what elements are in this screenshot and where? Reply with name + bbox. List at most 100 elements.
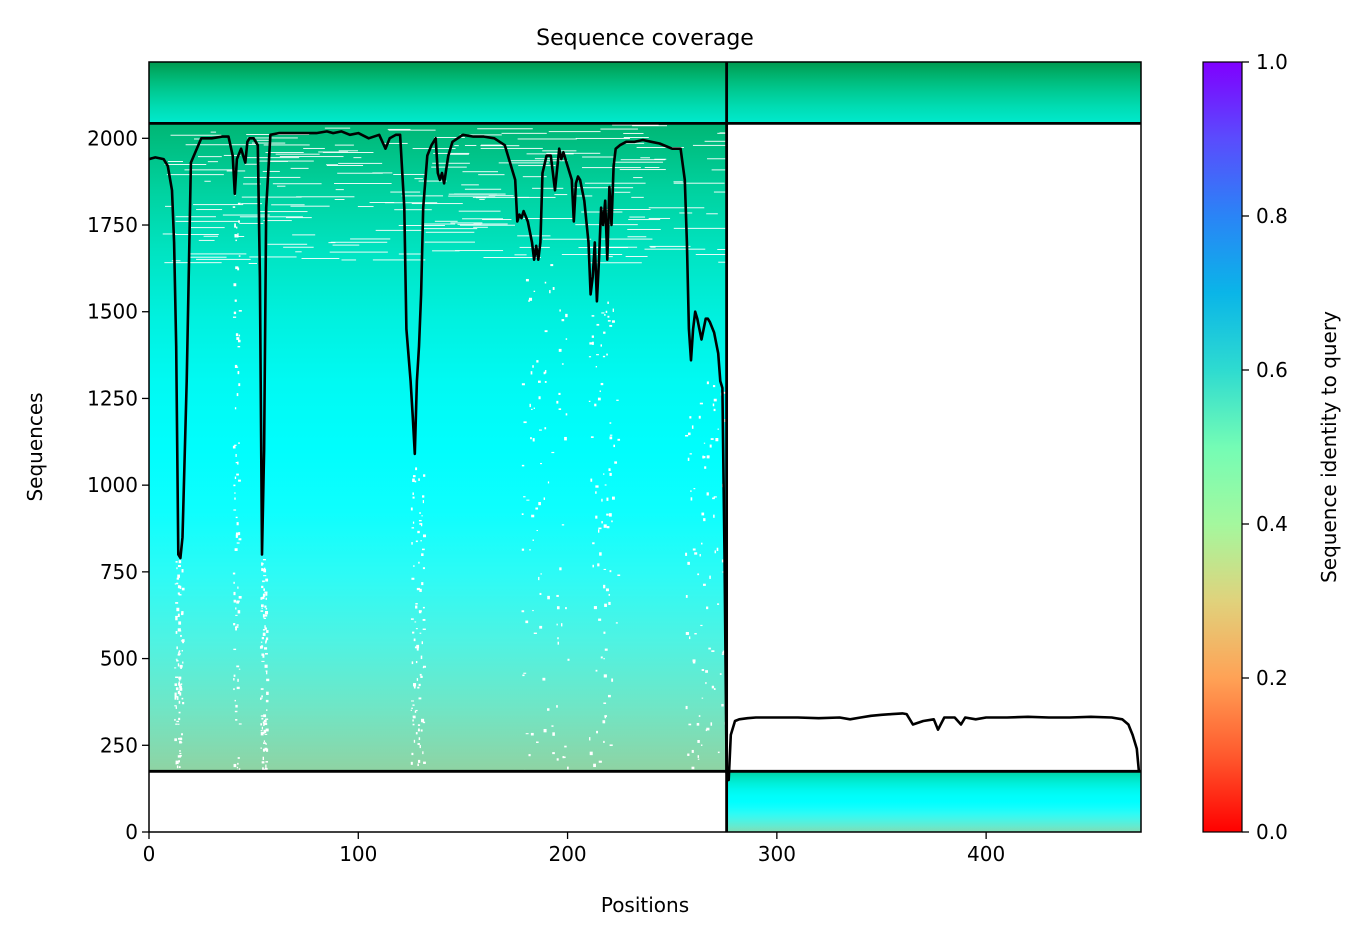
gap-stripe bbox=[609, 436, 613, 440]
heatmap-layer bbox=[149, 62, 1141, 832]
gap-stripe bbox=[415, 605, 418, 609]
gap-stripe bbox=[424, 241, 475, 243]
gap-stripe bbox=[418, 697, 422, 700]
gap-stripe bbox=[697, 758, 700, 760]
gap-stripe bbox=[263, 220, 292, 222]
gap-stripe bbox=[263, 719, 267, 723]
gap-stripe bbox=[431, 166, 467, 168]
x-tick-label: 400 bbox=[967, 842, 1005, 866]
gap-stripe bbox=[547, 595, 550, 600]
gap-stripe bbox=[421, 718, 425, 723]
gap-stripe bbox=[410, 761, 413, 765]
gap-stripe bbox=[609, 434, 613, 436]
gap-stripe bbox=[295, 251, 302, 253]
gap-stripe bbox=[532, 609, 534, 612]
gap-stripe bbox=[413, 638, 416, 642]
gap-stripe bbox=[595, 491, 597, 494]
gap-stripe bbox=[600, 344, 602, 347]
gap-stripe bbox=[606, 513, 609, 516]
gap-stripe bbox=[648, 207, 705, 209]
gap-stripe bbox=[182, 661, 184, 664]
gap-stripe bbox=[326, 164, 338, 166]
gap-stripe bbox=[425, 231, 475, 233]
gap-stripe bbox=[596, 323, 600, 326]
gap-stripe bbox=[616, 399, 619, 401]
gap-stripe bbox=[611, 496, 615, 500]
gap-stripe bbox=[532, 365, 534, 368]
gap-stripe bbox=[382, 142, 408, 144]
gap-stripe bbox=[561, 363, 564, 365]
gap-stripe bbox=[180, 634, 182, 637]
gap-stripe bbox=[338, 150, 358, 152]
gap-stripe bbox=[234, 299, 237, 302]
gap-stripe bbox=[236, 226, 238, 229]
y-axis-ticks: 0 250 500 750 1000 1250 1500 1750 2000 bbox=[87, 126, 149, 844]
gap-stripe bbox=[175, 561, 178, 563]
gap-stripe bbox=[235, 607, 237, 610]
gap-stripe bbox=[292, 234, 316, 236]
gap-stripe bbox=[423, 223, 456, 225]
y-tick-label: 1000 bbox=[87, 473, 138, 497]
gap-stripe bbox=[709, 575, 711, 579]
gap-stripe bbox=[604, 314, 606, 316]
gap-stripe bbox=[557, 641, 560, 645]
gap-stripe bbox=[530, 437, 532, 440]
gap-stripe bbox=[594, 403, 597, 407]
gap-stripe bbox=[412, 717, 416, 719]
gap-stripe bbox=[559, 567, 562, 571]
gap-stripe bbox=[261, 761, 265, 764]
gap-stripe bbox=[459, 134, 502, 136]
gap-stripe bbox=[264, 652, 268, 655]
gap-stripe bbox=[701, 669, 705, 671]
gap-stripe bbox=[547, 481, 550, 484]
gap-stripe bbox=[688, 723, 692, 726]
gap-stripe bbox=[415, 540, 418, 543]
gap-stripe bbox=[706, 606, 709, 610]
gap-stripe bbox=[690, 497, 693, 501]
gap-stripe bbox=[235, 627, 237, 631]
gap-stripe bbox=[233, 763, 237, 768]
gap-stripe bbox=[713, 514, 715, 518]
gap-stripe bbox=[539, 592, 542, 596]
gap-stripe bbox=[175, 723, 178, 725]
gap-stripe bbox=[416, 587, 420, 591]
heatmap-segment bbox=[726, 62, 1141, 124]
gap-stripe bbox=[711, 685, 715, 689]
gap-stripe bbox=[175, 616, 178, 621]
gap-stripe bbox=[238, 383, 241, 387]
gap-stripe bbox=[689, 636, 691, 640]
gap-stripe bbox=[533, 632, 537, 634]
gap-stripe bbox=[398, 253, 423, 255]
gap-stripe bbox=[179, 585, 182, 589]
gap-stripe bbox=[432, 250, 460, 252]
gap-stripe bbox=[517, 138, 577, 140]
gap-stripe bbox=[614, 461, 618, 464]
gap-stripe bbox=[238, 538, 242, 541]
gap-stripe bbox=[575, 137, 630, 139]
gap-stripe bbox=[422, 606, 425, 609]
heatmap-segment bbox=[149, 62, 727, 124]
gap-stripe bbox=[600, 382, 604, 386]
gap-stripe bbox=[176, 607, 180, 612]
gap-stripe bbox=[707, 158, 771, 160]
gap-stripe bbox=[301, 257, 340, 259]
gap-stripe bbox=[175, 760, 179, 765]
gap-stripe bbox=[182, 701, 185, 705]
gap-stripe bbox=[235, 453, 237, 457]
gap-stripe bbox=[419, 512, 421, 514]
gap-stripe bbox=[236, 473, 239, 476]
gap-stripe bbox=[182, 641, 185, 644]
gap-stripe bbox=[369, 202, 395, 203]
gap-stripe bbox=[174, 696, 177, 700]
gap-stripe bbox=[296, 196, 355, 198]
gap-stripe bbox=[706, 455, 710, 459]
gap-stripe bbox=[263, 714, 267, 718]
gap-stripe bbox=[262, 654, 265, 658]
gap-stripe bbox=[606, 497, 609, 501]
gap-stripe bbox=[411, 577, 415, 580]
gap-stripe bbox=[596, 730, 599, 734]
gap-stripe bbox=[178, 560, 182, 564]
gap-stripe bbox=[556, 758, 559, 761]
gap-stripe bbox=[546, 152, 601, 154]
gap-stripe bbox=[233, 591, 236, 596]
